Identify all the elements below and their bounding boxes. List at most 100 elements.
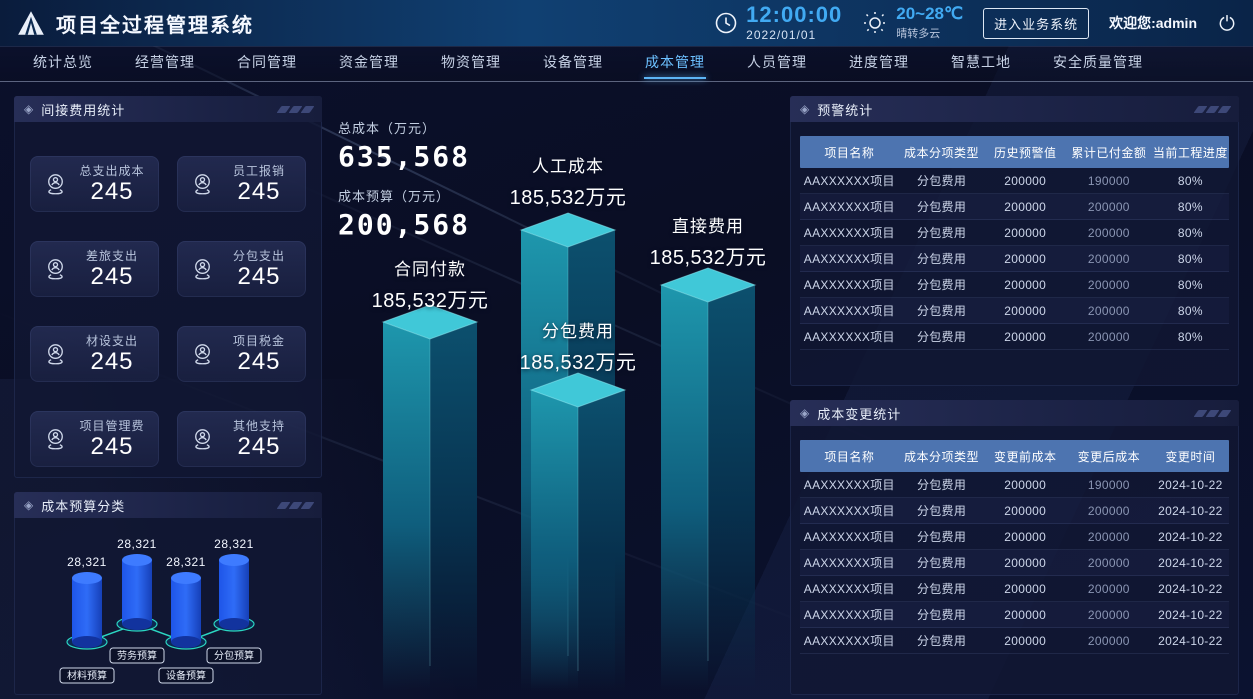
cost-budget-label: 成本预算（万元） [338, 189, 451, 204]
person-pin-icon [195, 258, 210, 279]
cell-cost-type: 分包费用 [916, 174, 967, 188]
tab-cost-mgmt[interactable]: 成本管理 [624, 46, 726, 82]
cell-cost-type: 分包费用 [916, 478, 967, 492]
cell-project-name: AAXXXXXX项目 [803, 634, 895, 648]
column-header: 成本分项类型 [904, 145, 980, 160]
cell-cost-before: 200000 [1004, 555, 1047, 570]
cell-cost-before: 200000 [1004, 529, 1047, 544]
stat-card-text: 员工报销 245 [220, 162, 298, 205]
cell-cost-before: 200000 [1004, 633, 1047, 648]
cell-project-name: AAXXXXXX项目 [803, 200, 895, 214]
stat-card-value: 245 [237, 348, 281, 376]
cell-change-time: 2024-10-22 [1158, 633, 1223, 648]
cell-cost-type: 分包费用 [916, 556, 967, 570]
tab-material-mgmt[interactable]: 物资管理 [441, 53, 501, 70]
category-chip: 分包预算 [206, 647, 262, 664]
column-header: 变更时间 [1165, 449, 1216, 464]
cell-paid-amount: 200000 [1087, 303, 1130, 318]
column-header: 累计已付金额 [1071, 145, 1147, 160]
change-table-header: 项目名称 成本分项类型 变更前成本 变更后成本 变更时间 [800, 440, 1229, 472]
cell-progress: 80% [1177, 277, 1203, 292]
cell-project-name: AAXXXXXX项目 [803, 556, 895, 570]
cell-project-name: AAXXXXXX项目 [803, 304, 895, 318]
cell-cost-after: 200000 [1087, 607, 1130, 622]
power-icon[interactable] [1217, 13, 1237, 33]
time-group: 12:00:00 2022/01/01 [714, 4, 842, 42]
panel-title: 成本预算分类 [41, 498, 126, 514]
cell-warning-value: 200000 [1004, 173, 1047, 188]
tab-contract-mgmt[interactable]: 合同管理 [237, 53, 297, 70]
cell-cost-before: 200000 [1004, 607, 1047, 622]
person-pin-icon [48, 258, 63, 279]
table-row: AAXXXXXX项目 分包费用 200000 200000 80% [800, 220, 1229, 246]
cell-paid-amount: 200000 [1087, 329, 1130, 344]
stat-card-label: 材设支出 [85, 334, 138, 349]
cell-cost-type: 分包费用 [916, 608, 967, 622]
cell-progress: 80% [1177, 173, 1203, 188]
change-table-body: AAXXXXXX项目 分包费用 200000 190000 2024-10-22… [800, 472, 1229, 654]
tab-fund-mgmt[interactable]: 资金管理 [339, 53, 399, 70]
cell-progress: 80% [1177, 329, 1203, 344]
cell-cost-type: 分包费用 [916, 278, 967, 292]
weather-text: 晴转多云 [896, 28, 941, 40]
tab-smart-site[interactable]: 智慧工地 [951, 53, 1011, 70]
panel-header: ◈ 预警统计 [790, 96, 1239, 122]
brand: 项目全过程管理系统 [16, 9, 254, 38]
welcome-text: 欢迎您:admin [1109, 15, 1197, 31]
cell-warning-value: 200000 [1004, 251, 1047, 266]
cell-warning-value: 200000 [1004, 277, 1047, 292]
cell-cost-after: 200000 [1087, 529, 1130, 544]
cell-change-time: 2024-10-22 [1158, 581, 1223, 596]
stat-card-label: 员工报销 [232, 164, 285, 179]
main-nav: 统计总览 经营管理 合同管理 资金管理 物资管理 设备管理 成本管理 人员管理 … [0, 46, 1253, 82]
total-cost-label: 总成本（万元） [338, 121, 437, 136]
panel-title: 预警统计 [817, 102, 874, 118]
bar-label-subcontract-cost: 分包费用 185,532万元 [519, 322, 637, 374]
cell-cost-after: 200000 [1087, 503, 1130, 518]
cell-cost-before: 200000 [1004, 477, 1047, 492]
stat-card-label: 项目管理费 [79, 419, 145, 434]
tab-progress-mgmt[interactable]: 进度管理 [849, 53, 909, 70]
app-title: 项目全过程管理系统 [56, 14, 254, 37]
cell-project-name: AAXXXXXX项目 [803, 582, 895, 596]
tab-personnel-mgmt[interactable]: 人员管理 [747, 53, 807, 70]
diamond-icon: ◈ [800, 102, 810, 116]
table-row: AAXXXXXX项目 分包费用 200000 190000 80% [800, 168, 1229, 194]
stat-card: 其他支持 245 [177, 411, 306, 467]
tab-operation-mgmt[interactable]: 经营管理 [135, 53, 195, 70]
cell-change-time: 2024-10-22 [1158, 529, 1223, 544]
tab-equipment-mgmt[interactable]: 设备管理 [543, 53, 603, 70]
cell-warning-value: 200000 [1004, 199, 1047, 214]
stat-card-value: 245 [237, 263, 281, 291]
stat-card: 总支出成本 245 [30, 156, 159, 212]
stat-card: 材设支出 245 [30, 326, 159, 382]
tab-stats-overview[interactable]: 统计总览 [33, 53, 93, 70]
time-display: 12:00:00 [746, 2, 843, 27]
stat-card: 分包支出 245 [177, 241, 306, 297]
header-decoration [1193, 105, 1232, 113]
svg-text:28,321: 28,321 [67, 555, 107, 569]
person-pin-icon [48, 343, 63, 364]
column-header: 当前工程进度 [1152, 145, 1228, 160]
table-row: AAXXXXXX项目 分包费用 200000 200000 2024-10-22 [800, 628, 1229, 654]
sun-icon [864, 12, 887, 34]
stat-card-value: 245 [90, 263, 134, 291]
stat-card-label: 差旅支出 [85, 249, 138, 264]
panel-budget-classification: ◈ 成本预算分类 28,321 [14, 492, 322, 695]
stat-card-value: 245 [90, 348, 134, 376]
enter-business-system-button[interactable]: 进入业务系统 [983, 7, 1090, 39]
tab-safety-quality-mgmt[interactable]: 安全质量管理 [1053, 53, 1143, 70]
svg-text:28,321: 28,321 [166, 555, 206, 569]
stat-card-label: 总支出成本 [79, 164, 145, 179]
temperature-display: 20~28℃ [896, 4, 964, 23]
panel-header: ◈ 成本变更统计 [790, 400, 1239, 426]
svg-text:28,321: 28,321 [214, 537, 254, 551]
cell-progress: 80% [1177, 199, 1203, 214]
stat-card-label: 分包支出 [232, 249, 285, 264]
cell-project-name: AAXXXXXX项目 [803, 252, 895, 266]
stat-card-value: 245 [237, 433, 281, 461]
stat-card-text: 项目管理费 245 [73, 417, 151, 460]
person-pin-icon [195, 428, 210, 449]
stat-card-text: 总支出成本 245 [73, 162, 151, 205]
diamond-icon: ◈ [24, 498, 34, 512]
